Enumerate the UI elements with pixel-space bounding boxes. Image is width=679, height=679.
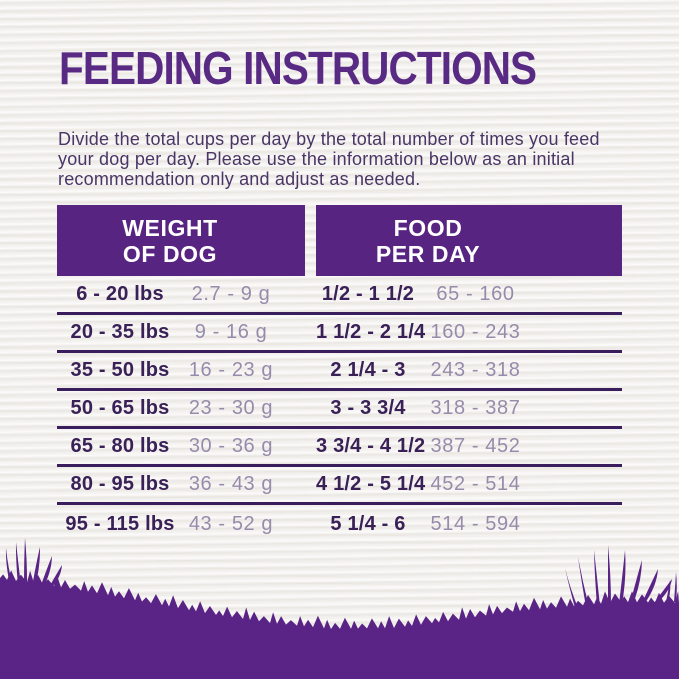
- weight-alt-cell: 30 - 36 g: [188, 435, 274, 457]
- grass-blades: [5, 538, 677, 608]
- weight-alt-cell: 2.7 - 9 g: [191, 283, 271, 305]
- table-row: 20 - 35 lbs 9 - 16 g 1 1/2 - 2 1/4 160 -…: [57, 315, 622, 353]
- grass-silhouette: [0, 538, 679, 679]
- weight-lbs-cell: 65 - 80 lbs: [70, 435, 170, 457]
- grams-per-day-cell: 65 - 160: [436, 283, 515, 305]
- cups-per-day-cell: 4 1/2 - 5 1/4: [316, 473, 426, 495]
- page-title: FEEDING INSTRUCTIONS: [59, 42, 537, 94]
- weight-lbs-cell: 50 - 65 lbs: [70, 397, 170, 419]
- weight-lbs-cell: 95 - 115 lbs: [65, 512, 175, 535]
- header-line: PER DAY: [375, 240, 481, 267]
- table-row: 95 - 115 lbs 43 - 52 g 5 1/4 - 6 514 - 5…: [57, 505, 622, 543]
- table-body: 6 - 20 lbs 2.7 - 9 g 1/2 - 1 1/2 65 - 16…: [57, 277, 622, 543]
- table-row: 65 - 80 lbs 30 - 36 g 3 3/4 - 4 1/2 387 …: [57, 429, 622, 467]
- cups-per-day-cell: 1 1/2 - 2 1/4: [316, 321, 426, 343]
- weight-alt-cell: 43 - 52 g: [188, 512, 274, 535]
- table-row: 50 - 65 lbs 23 - 30 g 3 - 3 3/4 318 - 38…: [57, 391, 622, 429]
- weight-alt-cell: 36 - 43 g: [188, 473, 274, 495]
- header-line: FOOD: [393, 214, 463, 241]
- cups-per-day-cell: 5 1/4 - 6: [330, 512, 406, 535]
- cups-per-day-cell: 3 3/4 - 4 1/2: [316, 435, 426, 457]
- weight-lbs-cell: 35 - 50 lbs: [70, 359, 170, 381]
- weight-alt-cell: 9 - 16 g: [194, 321, 268, 343]
- grams-per-day-cell: 160 - 243: [430, 321, 521, 343]
- grams-per-day-cell: 514 - 594: [430, 512, 521, 535]
- grams-per-day-cell: 452 - 514: [430, 473, 521, 495]
- grams-per-day-cell: 243 - 318: [430, 359, 521, 381]
- weight-lbs-cell: 20 - 35 lbs: [70, 321, 170, 343]
- cups-per-day-cell: 3 - 3 3/4: [330, 397, 406, 419]
- cups-per-day-cell: 1/2 - 1 1/2: [321, 283, 415, 305]
- weight-lbs-cell: 6 - 20 lbs: [76, 283, 164, 305]
- weight-alt-cell: 23 - 30 g: [188, 397, 274, 419]
- feeding-table: WEIGHT OF DOG FOOD PER DAY 6 - 20 lbs 2.…: [57, 205, 622, 543]
- grams-per-day-cell: 318 - 387: [430, 397, 521, 419]
- weight-of-dog-header: WEIGHT OF DOG: [57, 205, 305, 276]
- food-per-day-header: FOOD PER DAY: [316, 205, 622, 276]
- grass-hill-shape: [0, 570, 679, 679]
- table-row: 35 - 50 lbs 16 - 23 g 2 1/4 - 3 243 - 31…: [57, 353, 622, 391]
- cups-per-day-cell: 2 1/4 - 3: [330, 359, 406, 381]
- table-header: WEIGHT OF DOG FOOD PER DAY: [57, 205, 622, 276]
- weight-alt-cell: 16 - 23 g: [188, 359, 274, 381]
- intro-paragraph: Divide the total cups per day by the tot…: [58, 129, 600, 189]
- weight-lbs-cell: 80 - 95 lbs: [70, 473, 170, 495]
- table-row: 6 - 20 lbs 2.7 - 9 g 1/2 - 1 1/2 65 - 16…: [57, 277, 622, 315]
- grams-per-day-cell: 387 - 452: [430, 435, 521, 457]
- table-row: 80 - 95 lbs 36 - 43 g 4 1/2 - 5 1/4 452 …: [57, 467, 622, 505]
- header-line: WEIGHT: [122, 214, 218, 241]
- header-line: OF DOG: [122, 240, 218, 267]
